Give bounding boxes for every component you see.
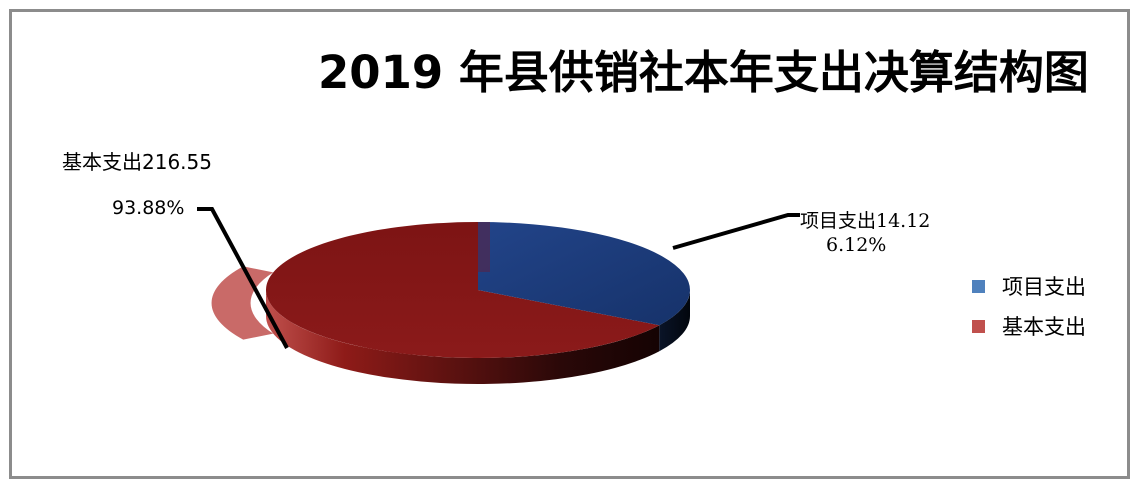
chart-title: 2019 年县供销社本年支出决算结构图 bbox=[318, 46, 1089, 99]
pie-slice-item bbox=[478, 222, 690, 326]
pie-slice-basic bbox=[266, 222, 660, 359]
legend-swatch-item bbox=[972, 279, 985, 293]
legend-swatch-basic bbox=[972, 319, 985, 333]
pie-slice-edge-basic bbox=[211, 266, 274, 340]
slice-gap bbox=[478, 222, 490, 272]
pie-slice-side-item bbox=[659, 290, 690, 352]
legend-label-basic: 基本支出 bbox=[1002, 315, 1086, 339]
data-label-item-name: 项目支出14.12 bbox=[800, 210, 931, 232]
legend-item-item: 项目支出 bbox=[972, 266, 1086, 306]
data-label-item-percent: 6.12% bbox=[826, 234, 887, 256]
legend-label-item: 项目支出 bbox=[1002, 275, 1086, 299]
leader-line-basic bbox=[197, 207, 289, 349]
data-label-basic-name: 基本支出216.55 bbox=[62, 150, 212, 174]
leader-line-item bbox=[672, 213, 800, 250]
legend-item-basic: 基本支出 bbox=[972, 306, 1086, 346]
pie-slice-side-basic bbox=[266, 290, 660, 384]
legend: 项目支出 基本支出 bbox=[972, 266, 1086, 346]
data-label-basic-percent: 93.88% bbox=[112, 197, 185, 219]
